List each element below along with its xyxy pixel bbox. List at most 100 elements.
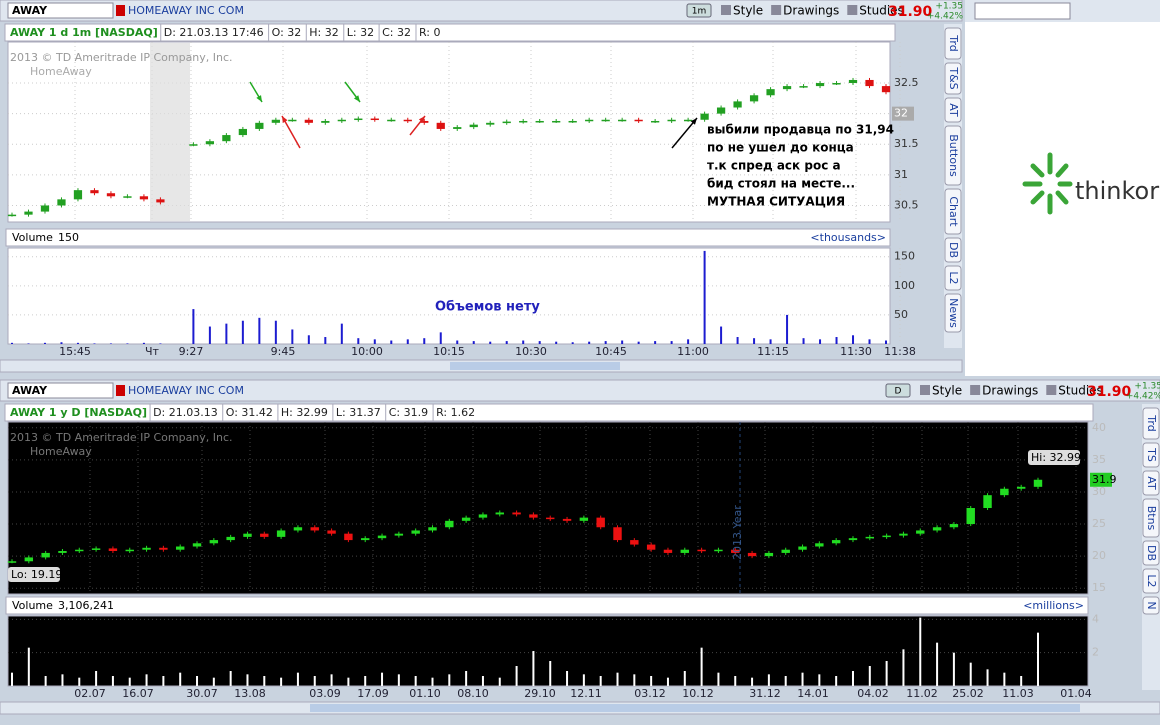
candle [125,549,134,552]
side-tab-label[interactable]: Chart [947,196,960,227]
side-tab-label[interactable]: News [947,298,960,328]
candle [394,533,404,536]
side-tab[interactable] [1142,407,1160,440]
side-tab[interactable] [944,188,962,235]
menu-item[interactable]: Style [932,384,962,398]
symbol-input[interactable] [7,2,114,19]
candle [461,517,471,521]
side-tab[interactable] [944,97,962,123]
side-tab[interactable] [1142,470,1160,496]
volume-bar [448,674,451,686]
volume-bar [683,671,686,686]
menu-item[interactable]: Drawings [982,384,1038,398]
candle [260,533,269,537]
candle [764,552,774,557]
volume-bar [225,323,228,344]
menu-item[interactable]: Drawings [783,4,839,18]
volume-bar [637,341,640,344]
current-price: 32 [894,107,908,120]
change-pct: +4.42% [927,12,964,22]
side-tab[interactable] [944,62,962,95]
candle [579,517,589,521]
menu-item[interactable]: Studies [1058,384,1103,398]
volume-bar [498,677,501,686]
volume-bar [599,676,602,686]
candle [91,548,101,550]
arrow-head [282,116,288,123]
side-tab[interactable] [944,27,962,60]
side-tab[interactable] [1142,596,1160,615]
volume-bar [919,617,922,686]
candle [585,119,594,122]
candle [7,561,17,563]
volume-bar [246,674,249,686]
header-field: H: 32 [309,26,338,39]
x-tick-label: 11:30 [840,345,872,358]
volume-bar [27,647,30,686]
volume-bar [76,342,79,344]
side-tab[interactable] [1142,498,1160,538]
volume-bar [621,340,624,344]
candle [562,518,572,521]
candle [327,530,336,534]
side-tab-label[interactable]: AT [1145,476,1158,490]
volume-bar [654,341,657,344]
scroll-thumb[interactable] [450,362,620,370]
side-tab-label[interactable]: L2 [1145,574,1158,587]
side-tab-label[interactable]: Btns [1145,506,1158,531]
volume-bar [753,338,756,344]
side-tab-label[interactable]: Trd [1145,414,1158,431]
candle [370,118,379,121]
side-tab[interactable] [944,293,962,333]
scroll-thumb[interactable] [310,704,1080,712]
side-tab-label[interactable]: Trd [947,34,960,51]
side-tab-label[interactable]: Buttons [947,134,960,177]
side-tab-label[interactable]: AT [947,103,960,117]
aggregation-btn[interactable] [686,3,712,18]
volume-bar [802,338,805,344]
x-tick-label: 12.11 [570,687,602,700]
volume-bar [868,666,871,686]
side-tab[interactable] [944,125,962,186]
side-tab-label[interactable]: DB [1145,545,1158,561]
candle [663,549,673,553]
volume-bar [364,676,367,686]
side-tab-label[interactable]: N [1145,601,1158,609]
side-tab-label[interactable]: DB [947,242,960,258]
candle [716,107,726,114]
side-tab[interactable] [944,237,962,263]
side-input[interactable] [974,2,1071,20]
y-tick-label: 50 [894,308,908,321]
hi-label-box [1028,450,1080,465]
symbol-input[interactable] [7,382,114,399]
volume-bar [769,339,772,344]
candle [815,543,824,547]
volume-bar [313,676,316,686]
menu-icon [1046,385,1057,395]
y-tick-label: 30 [1092,485,1106,498]
y-tick-label: 20 [1092,549,1106,562]
volume-bar [93,343,96,344]
candle [58,551,67,553]
candle [428,527,437,531]
menu-icon [721,5,731,15]
aggregation-btn[interactable] [885,383,911,398]
candle [495,512,504,515]
side-tab-label[interactable]: L2 [947,271,960,284]
header-field: H: 32.99 [281,406,328,419]
volume-label: Volume [12,231,53,244]
last-price: 31.90 [1087,384,1132,400]
menu-item[interactable]: Studies [859,4,904,18]
candle [932,527,942,531]
side-tab-label[interactable]: TS [1145,447,1158,462]
side-tab[interactable] [1142,442,1160,468]
side-tab[interactable] [1142,540,1160,566]
y-tick-label: 35 [1092,453,1106,466]
side-tab[interactable] [1142,568,1160,594]
hi-label: Hi: 32.99 [1031,451,1081,464]
side-tab-label[interactable]: T&S [947,66,960,89]
candle [529,514,538,518]
side-tab[interactable] [944,265,962,291]
menu-item[interactable]: Style [733,4,763,18]
